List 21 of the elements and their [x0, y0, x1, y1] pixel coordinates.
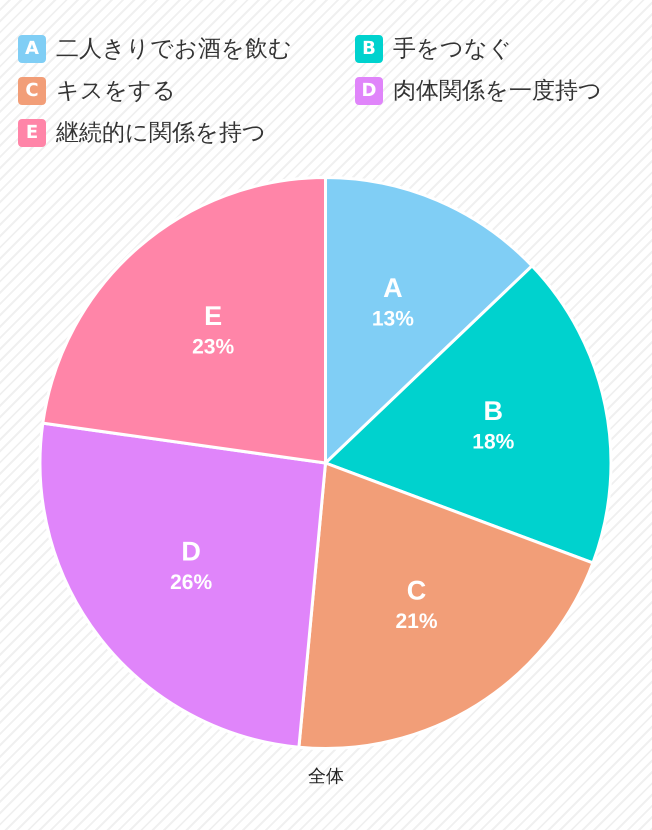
data-label: 23%: [192, 335, 234, 358]
data-label: 18%: [472, 430, 515, 454]
data-label: 26%: [170, 571, 212, 594]
legend-label: 二人きりでお酒を飲む: [56, 35, 292, 64]
legend-swatch: A: [18, 35, 46, 63]
legend-swatch: B: [355, 35, 383, 63]
text: A: [383, 272, 403, 303]
legend-label: 肉体関係を一度持つ: [393, 77, 602, 106]
legend-label: 継続的に関係を持つ: [56, 119, 266, 148]
legend-swatch: D: [355, 77, 383, 105]
legend-label: 手をつなぐ: [393, 35, 512, 64]
legend-swatch: C: [18, 77, 46, 105]
text: E: [204, 301, 222, 332]
data-label: 13%: [372, 307, 414, 330]
data-label: 21%: [395, 610, 438, 633]
text: C: [406, 576, 426, 606]
text: D: [181, 536, 201, 567]
legend-label: キスをする: [56, 77, 176, 106]
text: 全体: [307, 765, 345, 788]
legend-swatch: E: [18, 119, 46, 147]
text: B: [484, 396, 504, 426]
